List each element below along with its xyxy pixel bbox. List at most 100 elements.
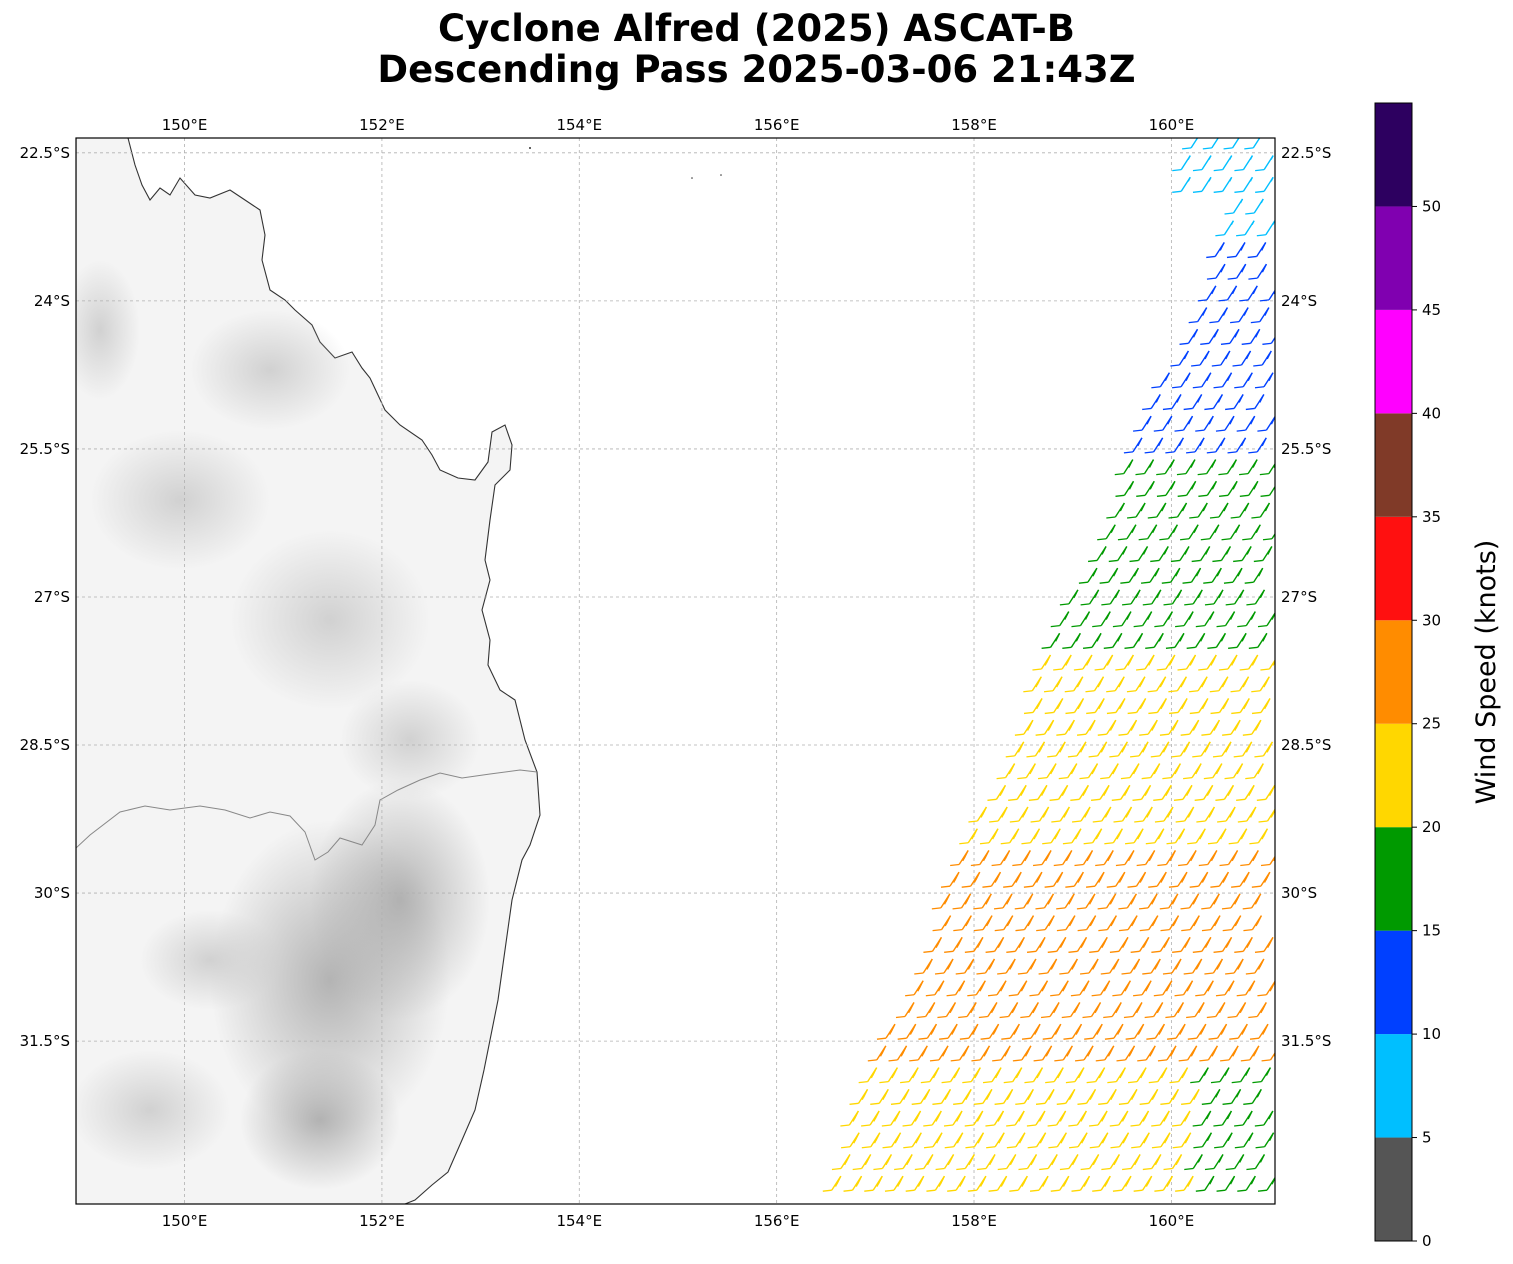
wind-barb xyxy=(881,1110,901,1127)
wind-barb xyxy=(1030,806,1050,823)
wind-barb xyxy=(1199,1045,1218,1062)
wind-barb xyxy=(1218,459,1237,476)
wind-barb xyxy=(1191,350,1210,367)
wind-barb xyxy=(1172,372,1191,389)
wind-barb xyxy=(1167,1023,1186,1040)
wind-barb xyxy=(1130,741,1149,758)
wind-barb xyxy=(1230,307,1249,324)
wind-barb xyxy=(1043,676,1063,693)
wind-barb xyxy=(1101,589,1120,606)
wind-barb xyxy=(1234,372,1253,389)
wind-barb xyxy=(997,1154,1017,1171)
wind-barb xyxy=(1244,567,1264,584)
wind-barb xyxy=(1110,1132,1130,1149)
wind-barb xyxy=(1206,242,1225,259)
wind-barb xyxy=(1058,763,1078,780)
wind-barb xyxy=(1073,654,1093,671)
wind-barb xyxy=(914,958,933,975)
wind-barb xyxy=(1192,372,1212,389)
wind-barb xyxy=(1153,980,1173,997)
wind-barb xyxy=(1252,1067,1272,1084)
wind-barb xyxy=(1090,784,1110,801)
wind-barb xyxy=(1232,350,1252,367)
wind-barb xyxy=(1113,806,1133,823)
wind-barb xyxy=(1059,589,1079,606)
wind-barb xyxy=(1119,915,1138,932)
wind-barb xyxy=(1212,741,1232,758)
colorbar-bin xyxy=(1375,413,1412,517)
wind-barb xyxy=(1136,850,1156,867)
wind-barb xyxy=(993,893,1013,910)
wind-barb xyxy=(1008,784,1027,801)
wind-barb xyxy=(992,1045,1011,1062)
wind-barb xyxy=(1101,1154,1120,1171)
wind-barb xyxy=(1065,871,1084,888)
wind-barb xyxy=(1253,350,1272,367)
wind-barb xyxy=(1156,480,1176,497)
wind-barb xyxy=(1085,871,1105,888)
wind-barb xyxy=(1211,350,1231,367)
wind-barb xyxy=(1094,654,1114,671)
wind-barb xyxy=(985,1110,1005,1127)
wind-barb xyxy=(884,1175,904,1192)
wind-barb xyxy=(1068,1110,1087,1127)
wind-barb xyxy=(1156,459,1175,476)
wind-barb xyxy=(1084,1023,1103,1040)
wind-barb xyxy=(1206,263,1226,280)
wind-barb xyxy=(1250,307,1270,324)
wind-barb xyxy=(1207,828,1227,845)
wind-barb xyxy=(879,1067,898,1084)
wind-barb xyxy=(1112,611,1132,628)
wind-barb xyxy=(1256,784,1275,801)
wind-barb xyxy=(1171,1110,1191,1127)
lon-tick-labels-top: 150°E 152°E 154°E 156°E 158°E 160°E xyxy=(162,116,1194,134)
wind-barb xyxy=(1087,546,1107,563)
wind-barb xyxy=(1198,850,1218,867)
wind-barb xyxy=(1234,1132,1254,1149)
wind-barb xyxy=(861,1110,880,1127)
wind-barb xyxy=(1207,632,1226,649)
wind-barb xyxy=(1170,350,1189,367)
wind-barb xyxy=(1221,893,1241,910)
wind-barb xyxy=(1218,654,1238,671)
wind-barb xyxy=(1077,1088,1097,1105)
wind-barb xyxy=(1122,1154,1141,1171)
wind-barb xyxy=(1146,1023,1165,1040)
colorbar-tick-label: 45 xyxy=(1422,301,1441,319)
wind-barb xyxy=(1023,676,1042,693)
wind-barb xyxy=(1082,632,1102,649)
wind-barb xyxy=(1035,893,1055,910)
wind-barb xyxy=(1197,285,1217,302)
wind-barb xyxy=(1074,1045,1094,1062)
wind-barb xyxy=(988,1175,1008,1192)
wind-barb xyxy=(1053,850,1073,867)
wind-barb xyxy=(1103,632,1123,649)
colorbar-bin xyxy=(1375,930,1412,1035)
colorbar-label: Wind Speed (knots) xyxy=(1471,540,1502,805)
wind-barb xyxy=(882,1132,902,1149)
wind-barb xyxy=(1261,1051,1275,1062)
wind-barb xyxy=(923,1132,943,1149)
wind-barb xyxy=(1115,850,1135,867)
wind-barb xyxy=(1070,784,1089,801)
wind-barb xyxy=(914,1154,934,1171)
wind-barb xyxy=(989,806,1008,823)
wind-barb xyxy=(1161,567,1181,584)
wind-barb xyxy=(1187,1023,1207,1040)
wind-barb xyxy=(1071,611,1091,628)
wind-barb xyxy=(1174,980,1194,997)
wind-barb xyxy=(1200,328,1219,345)
wind-barb xyxy=(861,1132,881,1149)
wind-barb xyxy=(1005,741,1025,758)
lat-tick-label: 24°S xyxy=(34,292,70,310)
wind-barb xyxy=(1180,524,1199,541)
wind-barb xyxy=(994,915,1014,932)
wind-barb xyxy=(1118,893,1137,910)
wind-barb xyxy=(1098,1088,1117,1105)
wind-barb xyxy=(1138,524,1158,541)
wind-barb xyxy=(1186,1002,1205,1019)
wind-barb xyxy=(1059,1154,1079,1171)
wind-barb xyxy=(1109,741,1128,758)
wind-barb xyxy=(1021,1023,1041,1040)
wind-barb xyxy=(1121,958,1141,975)
